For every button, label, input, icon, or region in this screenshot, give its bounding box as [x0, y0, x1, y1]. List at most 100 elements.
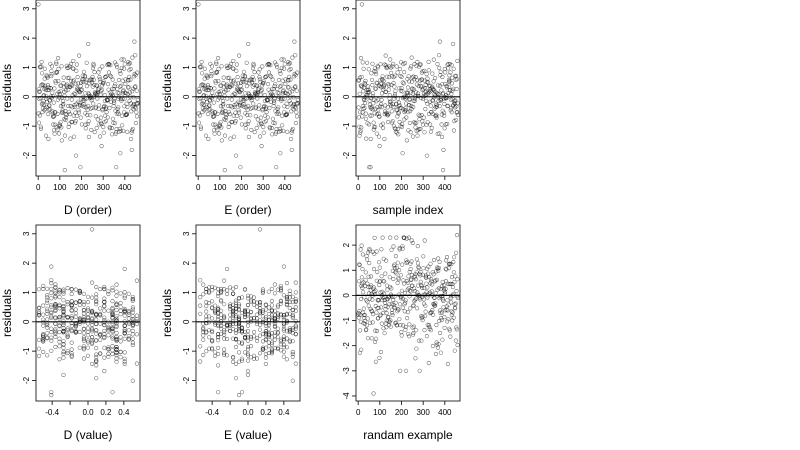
data-point — [415, 59, 420, 65]
data-point — [239, 341, 245, 346]
data-point — [439, 310, 445, 315]
data-point — [106, 291, 111, 297]
data-point — [408, 261, 413, 266]
data-point — [274, 126, 279, 132]
data-point — [49, 338, 54, 343]
data-point — [390, 310, 395, 316]
data-point — [396, 277, 401, 282]
data-point — [72, 104, 77, 110]
data-point — [391, 61, 396, 66]
data-point — [114, 282, 119, 287]
data-point — [213, 285, 218, 290]
data-point — [450, 310, 455, 315]
data-point — [81, 299, 86, 304]
data-point — [436, 256, 441, 261]
data-point — [203, 133, 209, 138]
data-point — [110, 285, 115, 290]
data-point — [234, 62, 239, 67]
data-point — [293, 53, 298, 58]
data-point — [236, 307, 242, 312]
data-point — [407, 288, 412, 293]
data-point — [81, 327, 86, 332]
data-point — [383, 53, 388, 58]
data-point — [392, 94, 397, 99]
data-point — [123, 81, 128, 87]
data-point — [45, 306, 50, 311]
data-point — [73, 92, 78, 97]
data-point — [122, 330, 127, 335]
data-point — [65, 349, 70, 354]
data-point — [281, 57, 286, 62]
data-point — [85, 300, 91, 305]
data-point — [61, 326, 66, 331]
data-point — [367, 246, 372, 251]
data-point — [122, 356, 127, 361]
data-point — [245, 312, 251, 317]
data-point — [376, 260, 382, 265]
data-point — [432, 295, 437, 300]
data-point — [240, 73, 245, 78]
data-point — [407, 322, 412, 327]
y-tick-label: 3 — [182, 231, 191, 236]
data-point — [201, 330, 206, 335]
data-point — [216, 351, 221, 357]
data-point — [61, 75, 66, 80]
data-point — [390, 313, 395, 318]
data-point — [90, 335, 95, 340]
data-point — [437, 104, 442, 109]
data-point — [80, 73, 85, 78]
data-point — [38, 126, 44, 131]
data-point — [242, 329, 248, 334]
data-point — [134, 114, 140, 119]
data-point — [371, 285, 376, 290]
data-point — [73, 314, 78, 319]
data-point — [61, 345, 66, 350]
data-point — [257, 327, 263, 332]
data-point — [203, 106, 208, 111]
data-point — [223, 115, 228, 120]
data-point — [230, 105, 235, 110]
data-point — [110, 334, 115, 339]
data-point — [97, 77, 102, 82]
y-tick-label: 3 — [182, 6, 191, 11]
data-point — [260, 331, 265, 337]
data-point — [377, 282, 382, 287]
data-point — [426, 264, 431, 269]
data-point — [72, 134, 77, 139]
data-point — [62, 93, 67, 98]
data-point — [42, 76, 47, 81]
data-point — [81, 346, 86, 351]
data-point — [413, 125, 418, 130]
data-point — [244, 60, 249, 65]
data-point — [365, 336, 370, 341]
y-tick-label: 1 — [182, 290, 191, 295]
data-point — [216, 338, 221, 343]
data-point — [281, 66, 287, 71]
data-point — [127, 74, 132, 79]
data-point — [407, 294, 412, 299]
data-point — [249, 127, 254, 133]
data-point — [372, 289, 377, 295]
data-point — [409, 259, 414, 264]
data-point — [254, 338, 260, 343]
data-point — [368, 113, 373, 118]
data-point — [442, 113, 447, 118]
data-point — [41, 333, 46, 338]
data-point — [221, 81, 226, 86]
data-point — [210, 328, 215, 333]
data-point — [454, 250, 459, 255]
data-point — [228, 328, 233, 333]
data-point — [101, 80, 106, 86]
data-point — [287, 68, 292, 73]
data-point — [400, 262, 405, 267]
data-point — [389, 307, 395, 312]
data-point — [227, 112, 232, 117]
data-point — [269, 286, 274, 291]
data-point — [382, 82, 387, 88]
data-point — [407, 120, 412, 125]
data-point — [201, 282, 206, 287]
data-point — [90, 295, 95, 300]
data-point — [260, 314, 265, 319]
data-point — [65, 286, 70, 291]
data-point — [281, 342, 286, 347]
